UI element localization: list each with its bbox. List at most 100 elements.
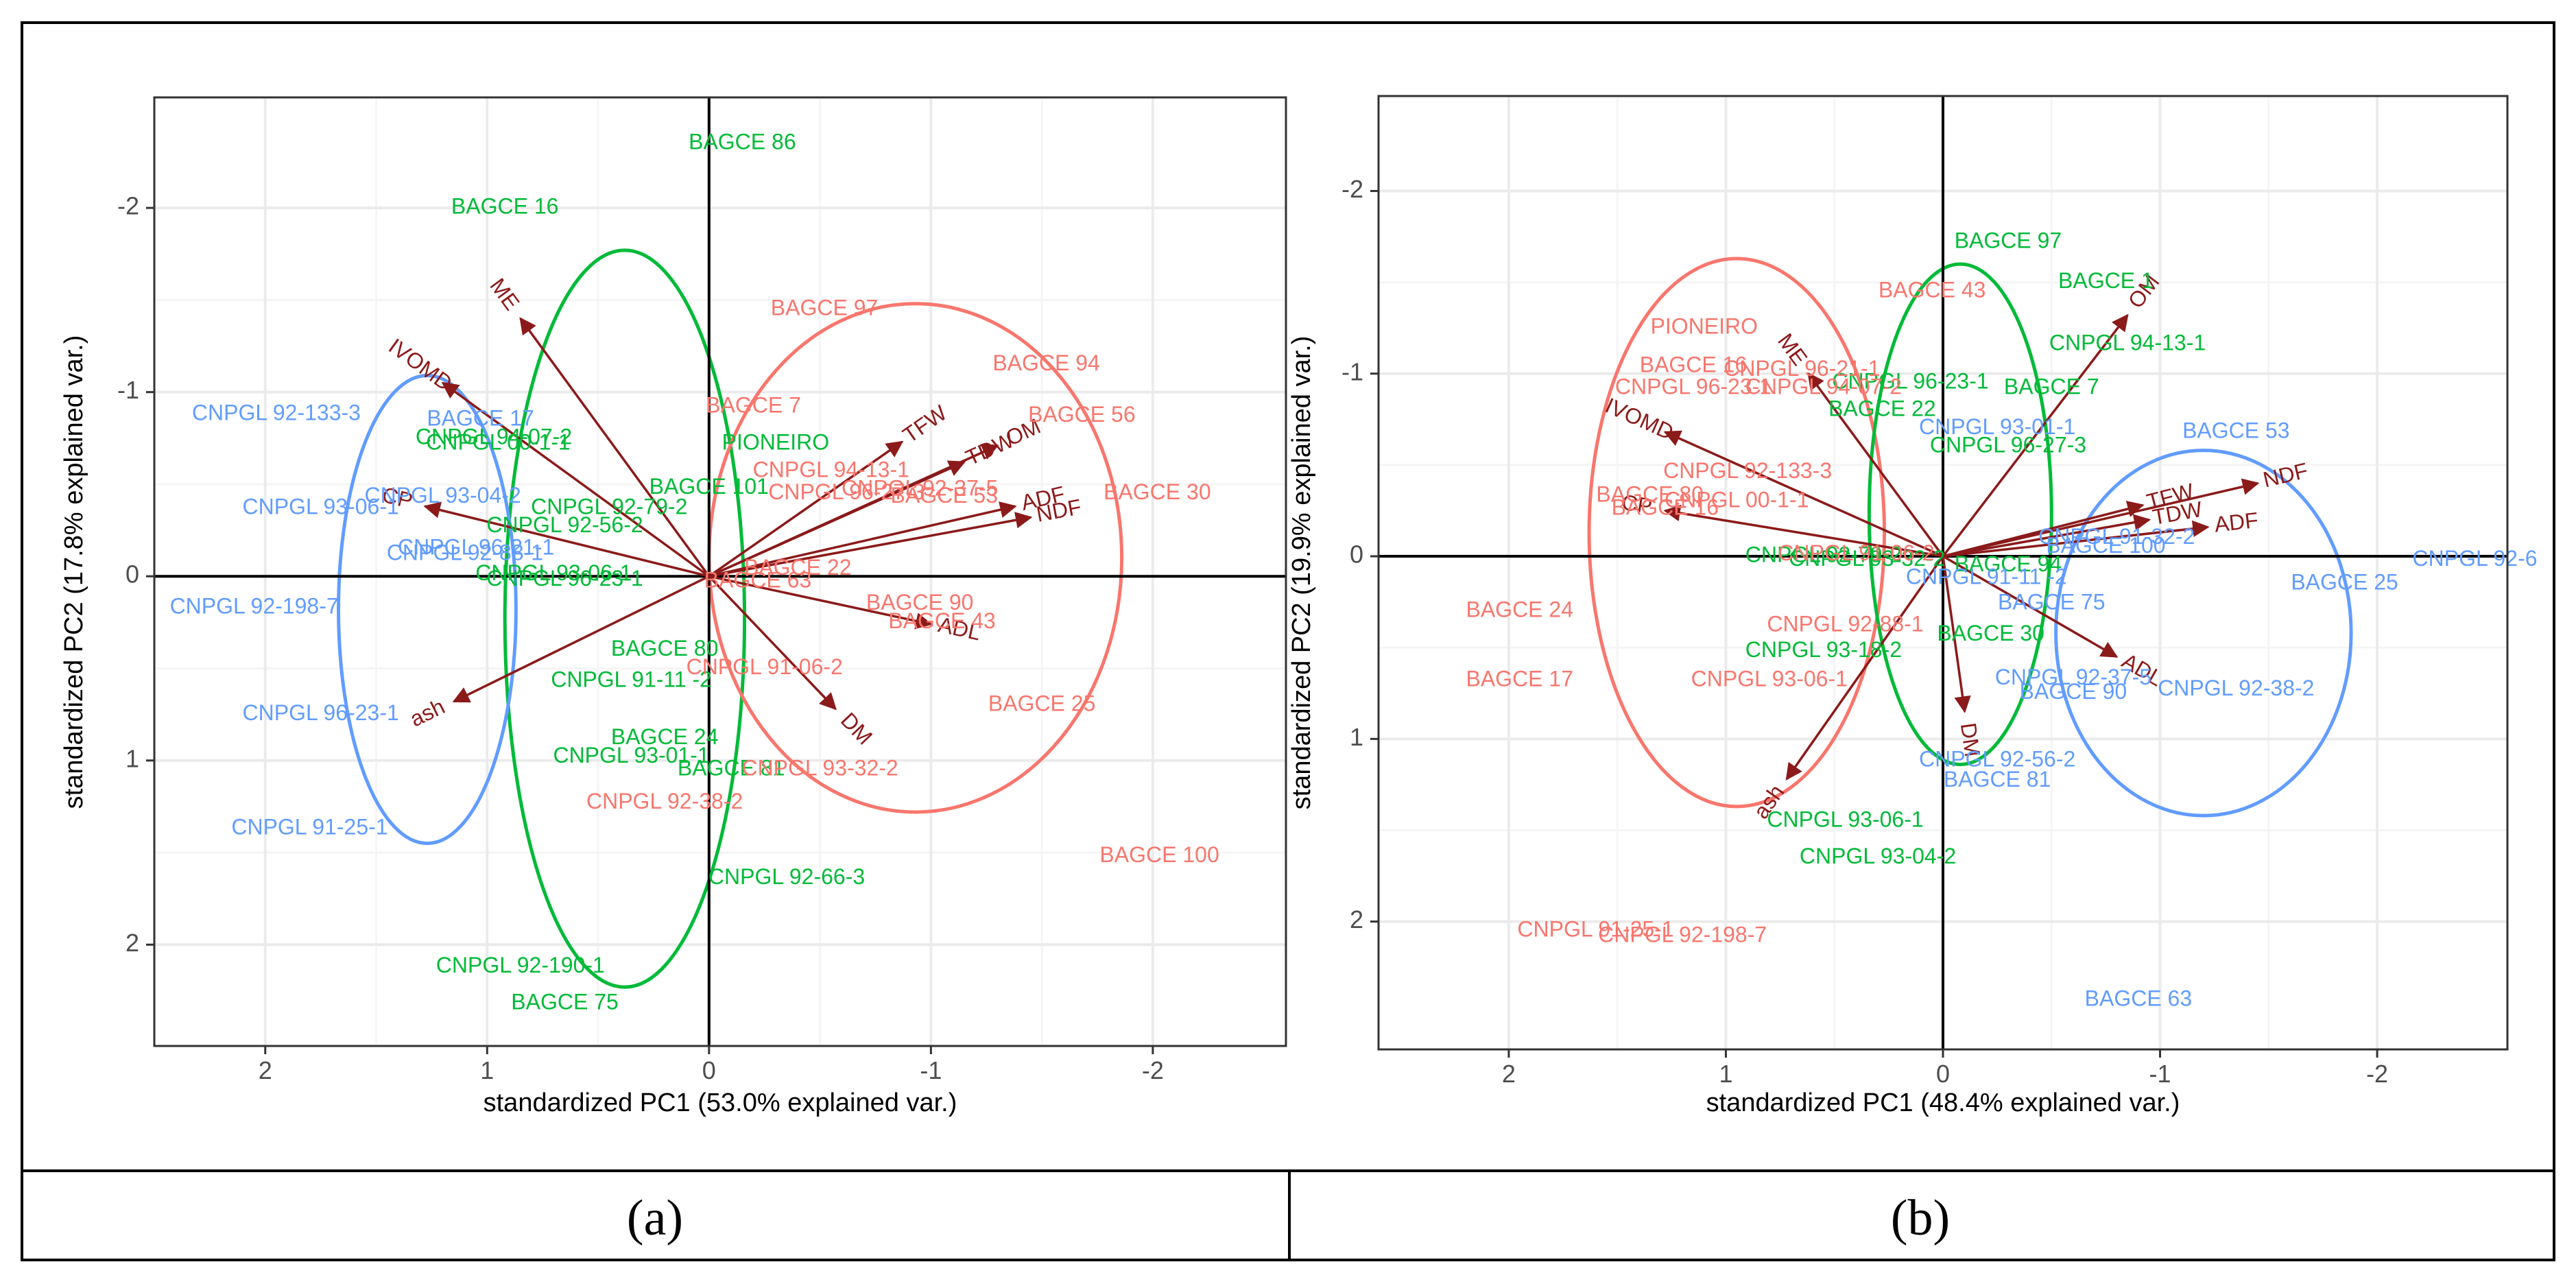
point-label-a: CNPGL 92-88-1	[387, 540, 543, 564]
point-label-b: CNPGL 96-21-1	[1724, 356, 1880, 381]
point-label-a: BAGCE 75	[511, 990, 619, 1014]
x-tick-label-b: -2	[2366, 1060, 2388, 1088]
point-label-b: CNPGL 93-18-2	[1745, 637, 1902, 662]
point-label-b: CNPGL 93-32-2	[1789, 546, 1945, 571]
point-label-b: BAGCE 94	[1955, 551, 2062, 576]
point-label-b: BAGCE 30	[1937, 621, 2044, 645]
point-label-b: CNPGL 92-88-1	[1767, 612, 1923, 636]
point-label-b: CNPGL 91-25-1	[1517, 916, 1673, 941]
loading-arrow-dm-b	[1942, 556, 1971, 713]
point-label-b: BAGCE 43	[1879, 277, 1986, 302]
ellipse-blue-a	[337, 374, 518, 846]
y-tick-label-a: 1	[126, 744, 139, 772]
point-label-b: BAGCE 1	[2058, 268, 2154, 293]
point-label-b: BAGCE 16	[1640, 353, 1748, 377]
y-tick-label-b: 2	[1350, 905, 1363, 933]
loading-arrow-me-a	[519, 317, 711, 578]
point-label-a: BAGCE 25	[988, 691, 1096, 716]
point-label-a: BAGCE 100	[1099, 842, 1219, 867]
point-label-a: BAGCE 97	[771, 295, 879, 320]
panel-a-border	[153, 96, 1287, 1047]
point-label-a: CNPGL 92-66-3	[708, 864, 865, 889]
point-label-a: BAGCE 86	[689, 130, 796, 154]
point-label-b: BAGCE 16	[1612, 495, 1719, 519]
y-tick-label-a: 2	[126, 929, 139, 957]
point-label-a: BAGCE 43	[888, 608, 996, 633]
point-label-b: BAGCE 81	[1944, 767, 2051, 792]
x-tick-label-a: 2	[259, 1056, 272, 1084]
loading-arrow-adf-b	[1942, 520, 2210, 558]
loading-arrow-ndf-a	[708, 512, 1033, 578]
point-label-b: CNPGL 91-06-2	[1778, 540, 1934, 565]
point-label-a: CNPGL 92-38-2	[586, 789, 743, 813]
point-label-b: BAGCE 25	[2291, 569, 2398, 594]
x-tick-label-a: 0	[702, 1056, 716, 1084]
point-label-a: BAGCE 22	[744, 555, 852, 580]
point-label-b: CNPGL 92-79-2	[1745, 542, 1902, 567]
point-label-b: CNPGL 92-56-2	[1919, 747, 2075, 772]
point-label-b: CNPGL 94-13-1	[2049, 331, 2206, 355]
point-label-a: CNPGL 92-79-2	[531, 494, 687, 519]
point-label-a: CNPGL 93-32-2	[741, 756, 898, 781]
loading-arrow-om-a	[708, 444, 999, 578]
point-label-b: CNPGL 92-6	[2413, 546, 2538, 571]
point-label-a: CNPGL 96-27-3	[768, 479, 925, 504]
y-tick-label-a: 0	[126, 560, 139, 588]
point-label-a: BAGCE 17	[427, 405, 534, 430]
point-label-b: BAGCE 100	[2046, 533, 2165, 558]
point-label-b: BAGCE 75	[1998, 590, 2106, 615]
point-label-b: BAGCE 63	[2085, 986, 2193, 1011]
x-axis-title-b: standardized PC1 (48.4% explained var.)	[1706, 1088, 2180, 1117]
y-axis-title-b: standardized PC2 (19.9% explained var.)	[1287, 336, 1316, 810]
point-label-a: PIONEIRO	[722, 429, 829, 454]
point-label-b: PIONEIRO	[1651, 314, 1758, 339]
loading-label-adf-b: ADF	[2213, 508, 2260, 537]
point-label-a: CNPGL 92-190-1	[436, 953, 605, 977]
loading-arrow-adl-a	[708, 575, 933, 630]
y-tick-label-b: 0	[1350, 540, 1363, 569]
point-label-b: BAGCE 90	[2020, 679, 2127, 704]
y-tick-label-b: -2	[1341, 175, 1363, 203]
x-tick-label-a: -2	[1142, 1056, 1164, 1084]
point-label-b: CNPGL 93-06-1	[1691, 667, 1848, 691]
point-label-a: CNPGL 91-06-2	[687, 654, 843, 679]
point-label-b: CNPGL 94-07-2	[1745, 374, 1902, 399]
point-label-b: CNPGL 96-23-1	[1832, 369, 1988, 394]
point-label-a: CNPGL 92-37-5	[842, 475, 998, 500]
point-label-a: BAGCE 24	[611, 724, 719, 749]
point-label-a: CNPGL 92-56-2	[486, 512, 643, 537]
loading-arrow-ash-a	[452, 575, 710, 703]
point-label-a: CNPGL 94-07-2	[416, 424, 572, 449]
caption-b: (b)	[1891, 1190, 1950, 1246]
point-label-a: BAGCE 90	[866, 590, 974, 615]
loading-label-dm-b: DM	[1956, 721, 1985, 758]
loading-arrow-tdw-b	[1942, 514, 2151, 558]
loading-label-cp-b: CP	[1620, 490, 1654, 519]
point-label-a: BAGCE 53	[891, 483, 999, 508]
point-label-a: BAGCE 80	[611, 636, 719, 661]
point-label-a: BAGCE 94	[992, 350, 1100, 375]
loading-arrow-om-b	[1942, 313, 2129, 558]
point-label-a: CNPGL 96-23-1	[486, 566, 643, 591]
loading-arrow-tfw-a	[708, 440, 904, 578]
x-tick-label-b: 1	[1719, 1060, 1732, 1088]
point-label-a: BAGCE 81	[678, 756, 785, 781]
point-label-b: BAGCE 80	[1596, 482, 1704, 507]
point-label-b: CNPGL 93-04-2	[1800, 844, 1956, 868]
y-axis-title-a: standardized PC2 (17.8% explained var.)	[60, 335, 88, 809]
point-label-b: CNPGL 96-23-1	[1615, 374, 1772, 399]
point-label-a: CNPGL 96-23-1	[243, 700, 399, 725]
loading-arrow-adl-b	[1942, 555, 2119, 658]
y-tick-label-a: -1	[117, 376, 139, 404]
point-label-a: BAGCE 101	[649, 474, 769, 499]
y-tick-label-b: 1	[1350, 723, 1363, 751]
point-label-a: CNPGL 92-133-3	[192, 400, 361, 425]
ellipse-green-a	[503, 248, 747, 989]
ellipse-green-b	[1867, 262, 2053, 767]
point-label-a: CNPGL 94-13-1	[753, 457, 909, 482]
y-tick-label-b: -1	[1341, 357, 1363, 385]
ellipse-red-b	[1587, 257, 1887, 809]
point-label-a: CNPGL 93-04-2	[364, 483, 521, 508]
